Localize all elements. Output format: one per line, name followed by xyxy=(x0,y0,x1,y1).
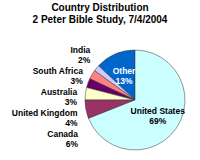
svg-text:Canada6%: Canada6% xyxy=(47,129,78,149)
svg-text:United Kingdom4%: United Kingdom4% xyxy=(12,108,78,128)
svg-text:Other13%: Other13% xyxy=(113,66,136,86)
svg-text:United States69%: United States69% xyxy=(131,106,186,126)
svg-text:India2%: India2% xyxy=(70,45,90,65)
html-text:Country Distribution: Country Distribution xyxy=(51,2,149,13)
svg-text:South Africa3%: South Africa3% xyxy=(33,66,84,86)
svg-text:Australia3%: Australia3% xyxy=(41,87,78,107)
html-text:2 Peter Bible Study, 7/4/2004: 2 Peter Bible Study, 7/4/2004 xyxy=(32,14,168,25)
